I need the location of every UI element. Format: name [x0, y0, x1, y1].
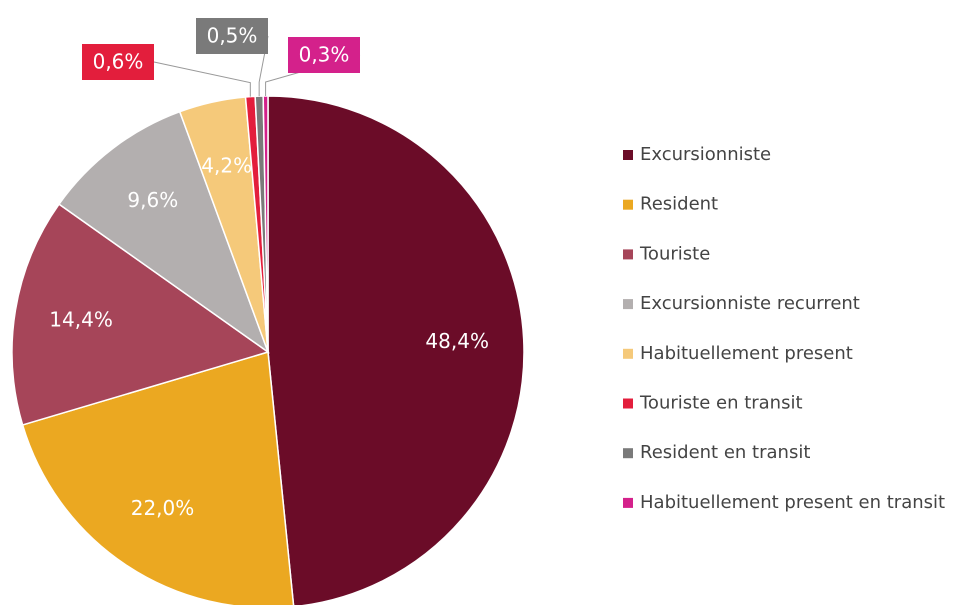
slice-label: 48,4%	[425, 329, 489, 353]
legend-swatch	[623, 299, 633, 310]
legend-swatch	[623, 199, 633, 210]
legend-label: Excursionniste recurrent	[640, 293, 860, 314]
legend-swatch	[623, 249, 633, 260]
legend-swatch	[623, 348, 633, 359]
slice-label: 9,6%	[127, 188, 178, 212]
legend-label: Habituellement present en transit	[640, 492, 945, 513]
label-box	[288, 37, 360, 73]
label-box	[196, 18, 268, 54]
pie-slice	[267, 95, 525, 605]
legend-label: Touriste en transit	[639, 393, 803, 414]
legend-label: Resident en transit	[640, 442, 810, 463]
legend-swatch	[623, 448, 633, 459]
pie-slice	[262, 95, 269, 353]
legend-swatch	[623, 398, 633, 409]
slice-label: 0,3%	[299, 43, 350, 67]
slice-label: 14,4%	[49, 308, 113, 332]
legend-label: Habituellement present	[640, 343, 853, 364]
pie-slice	[57, 110, 270, 355]
pie-slice	[21, 351, 295, 605]
slice-label: 22,0%	[131, 496, 195, 520]
pie-slice	[11, 203, 270, 426]
legend-label: Excursionniste	[640, 144, 771, 165]
legend-label: Touriste	[639, 243, 710, 264]
label-box	[82, 44, 154, 80]
legend-swatch	[623, 150, 633, 160]
slice-label: 0,6%	[93, 50, 144, 74]
legend-label: Resident	[640, 194, 718, 215]
legend-swatch	[623, 497, 633, 508]
slice-label: 4,2%	[201, 154, 252, 178]
leader-line	[153, 61, 251, 97]
slice-label: 0,5%	[207, 24, 258, 48]
